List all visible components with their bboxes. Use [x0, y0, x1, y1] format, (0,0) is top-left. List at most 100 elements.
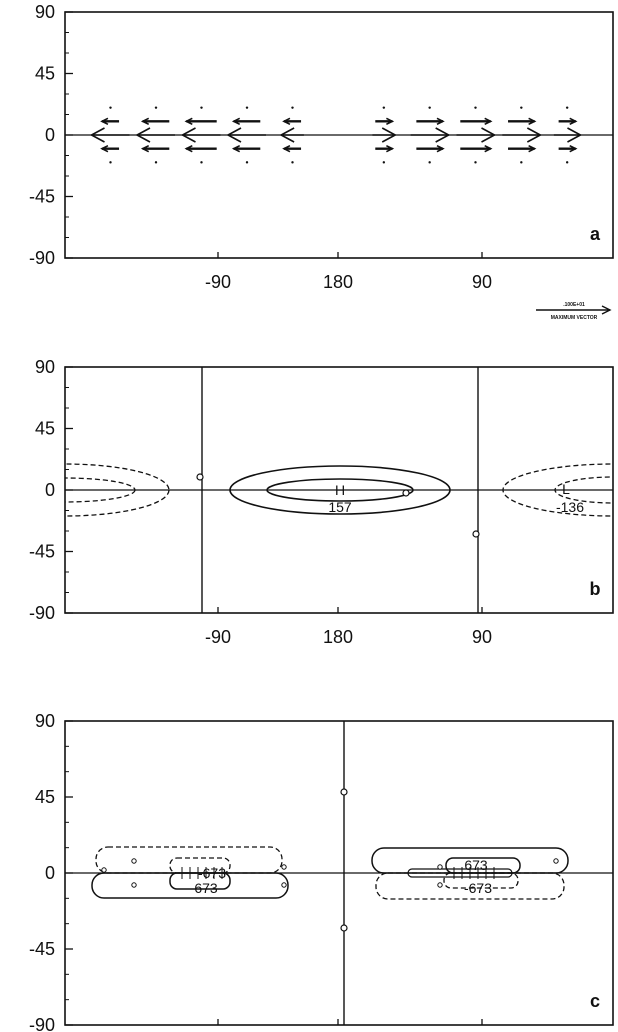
contour-label: 673 — [194, 880, 218, 896]
low-contour — [65, 477, 136, 503]
calm-dot — [428, 106, 431, 109]
y-tick-label: -90 — [29, 603, 55, 623]
high-contour-inner — [266, 478, 414, 502]
vector-head — [184, 144, 193, 153]
vector-head — [231, 117, 241, 126]
calm-dot — [291, 161, 294, 164]
high-label: H — [335, 482, 345, 498]
low-label: L — [562, 481, 570, 497]
vector-head — [528, 117, 537, 126]
contour-marker — [131, 858, 137, 864]
wind-vector — [460, 117, 493, 126]
reference-value-label: .100E+01 — [563, 302, 585, 308]
calm-dot — [520, 161, 523, 164]
wind-vector — [135, 127, 175, 143]
contour-label: -673 — [464, 880, 492, 896]
low-contour — [65, 463, 170, 517]
wind-vector — [502, 127, 543, 143]
vector-head — [528, 144, 537, 153]
x-tick-label: -90 — [205, 627, 231, 647]
contour-marker — [402, 489, 410, 497]
x-tick-label: -90 — [205, 272, 231, 292]
vector-head — [226, 127, 242, 143]
calm-dot — [109, 161, 112, 164]
contour-marker — [281, 864, 287, 870]
wind-vector — [279, 127, 304, 143]
vector-head — [569, 144, 578, 153]
vector-head — [282, 144, 291, 153]
vector-head — [481, 127, 497, 143]
y-tick-label: 45 — [35, 64, 55, 84]
calm-dot — [382, 161, 386, 164]
wind-vector — [456, 127, 497, 143]
low-contours — [65, 463, 613, 517]
vector-head — [100, 144, 109, 153]
calm-dot — [245, 106, 249, 109]
x-tick-label: 180 — [323, 272, 353, 292]
contour-label: 673 — [464, 857, 488, 873]
y-tick-label: -45 — [29, 187, 55, 207]
y-tick-label: 45 — [35, 787, 55, 807]
wind-vector — [282, 117, 302, 126]
calm-dot — [200, 106, 203, 109]
vector-head — [386, 144, 395, 153]
contour-marker — [437, 882, 443, 888]
low-contour — [502, 463, 613, 517]
reference-caption: MAXIMUM VECTOR — [551, 315, 598, 321]
y-tick-label: -90 — [29, 248, 55, 268]
calm-dot — [474, 106, 477, 109]
vector-head — [526, 127, 543, 143]
reference-vector: .100E+01 MAXIMUM VECTOR — [536, 302, 612, 321]
contour-marker — [101, 867, 107, 873]
contour-marker — [472, 530, 480, 538]
y-tick-label: 0 — [45, 125, 55, 145]
reference-arrow-head — [601, 305, 612, 315]
contour-marker — [437, 864, 443, 870]
vector-head — [381, 127, 397, 143]
wind-vector — [231, 117, 261, 126]
contour-marker — [196, 473, 204, 481]
wind-vector — [184, 144, 217, 153]
vector-head — [180, 127, 196, 143]
positive-contour — [169, 872, 231, 890]
wind-vector — [558, 144, 578, 153]
vector-head — [140, 144, 150, 153]
vector-head — [282, 117, 291, 126]
vector-head — [140, 117, 150, 126]
vector-head — [279, 127, 295, 143]
y-tick-label: 0 — [45, 863, 55, 883]
y-tick-label: 0 — [45, 480, 55, 500]
y-tick-label: 90 — [35, 2, 55, 22]
x-tick-label: 90 — [472, 627, 492, 647]
wind-vector — [231, 144, 261, 153]
wind-vector — [416, 117, 445, 126]
contour-marker — [340, 788, 348, 796]
calm-dot — [382, 106, 386, 109]
contour-marker — [340, 924, 348, 932]
low-value: -136 — [556, 499, 584, 515]
negative-contour — [95, 846, 283, 874]
y-tick-label: 45 — [35, 419, 55, 439]
vector-head — [135, 127, 151, 143]
contour-marker — [553, 858, 559, 864]
wind-vector — [375, 117, 395, 126]
wind-vector — [372, 127, 397, 143]
wind-vector — [558, 117, 578, 126]
wind-vector — [226, 127, 266, 143]
wind-vector — [508, 144, 537, 153]
calm-dot — [428, 161, 431, 164]
calm-dot — [291, 106, 294, 109]
vector-head — [567, 127, 583, 143]
y-tick-label: -90 — [29, 1015, 55, 1032]
calm-dot — [565, 161, 569, 164]
contour-marker — [131, 882, 137, 888]
panel-letter: b — [590, 579, 601, 599]
x-tick-label: 180 — [323, 627, 353, 647]
vector-head — [569, 117, 578, 126]
wind-vector — [100, 144, 120, 153]
calm-dot — [109, 106, 112, 109]
vector-head — [484, 144, 493, 153]
panel-letter: a — [590, 224, 601, 244]
